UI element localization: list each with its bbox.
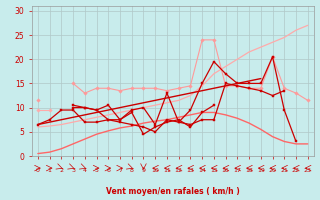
- X-axis label: Vent moyen/en rafales ( km/h ): Vent moyen/en rafales ( km/h ): [106, 187, 240, 196]
